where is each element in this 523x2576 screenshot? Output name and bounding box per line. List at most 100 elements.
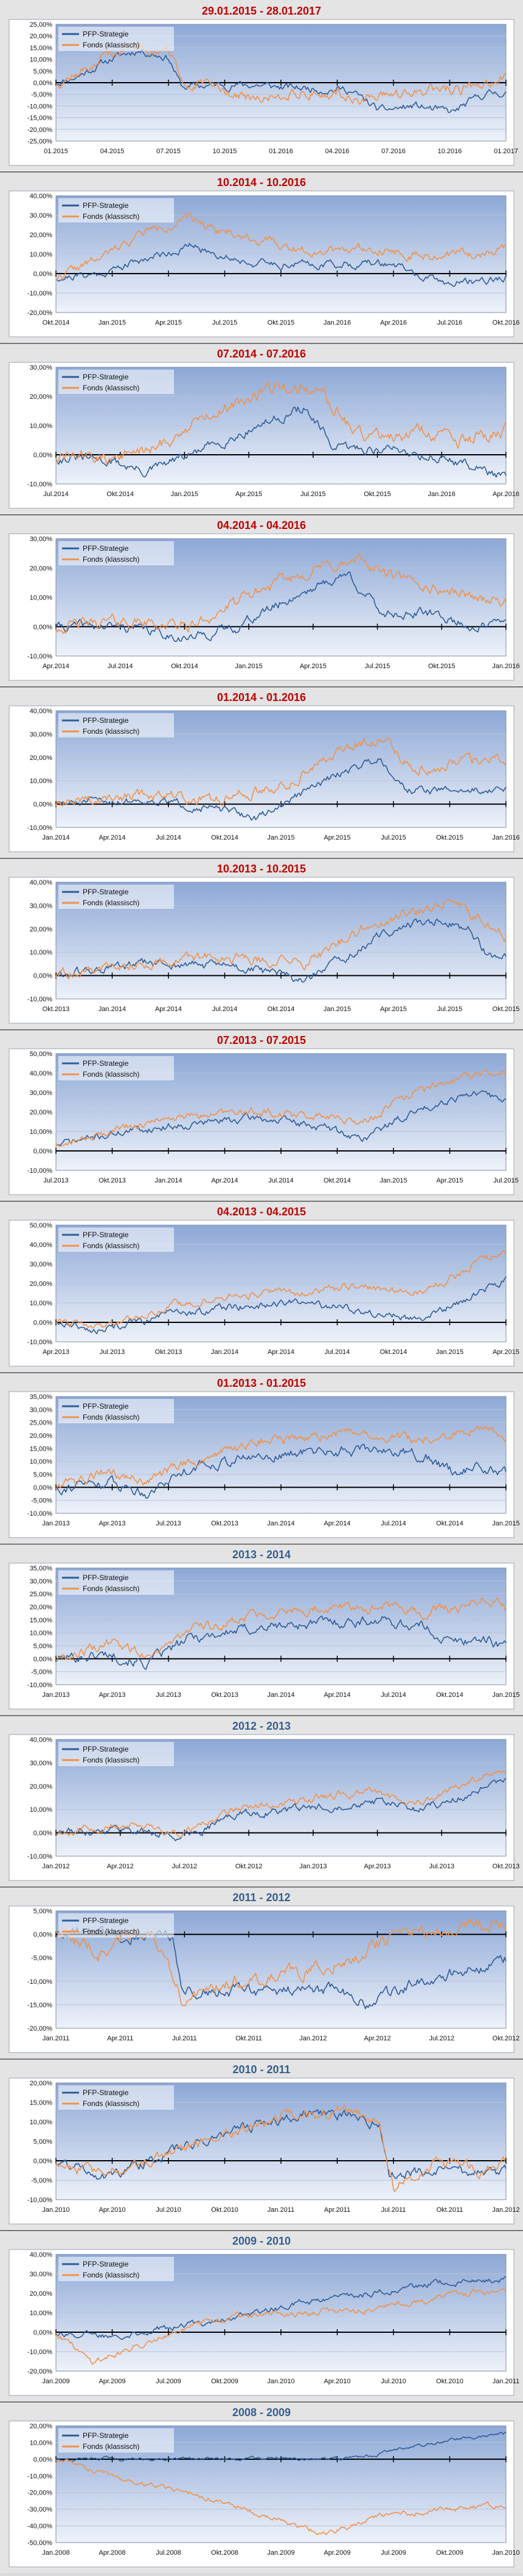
y-tick-label: -50,00% — [27, 2540, 52, 2547]
series-line — [55, 1770, 507, 1838]
x-tick-label: Okt.2015 — [436, 834, 463, 841]
chart-svg: 01.2013 - 01.2015 35,00% 30,00% 25,00% 20,00… — [0, 1372, 523, 1544]
y-tick-label: 5,00% — [33, 2138, 52, 2146]
x-tick-label: Jul.2015 — [381, 834, 406, 841]
chart-panel: 07.2014 - 07.2016 30,00% 20,00% 10,00% 0,00%… — [0, 342, 523, 514]
x-tick-label: Jan.2014 — [267, 1520, 294, 1527]
y-tick-label: -5,00% — [31, 1669, 52, 1676]
x-tick-label: Jan.2015 — [379, 1177, 407, 1184]
legend — [58, 1228, 174, 1252]
chart-title: 2013 - 2014 — [232, 1549, 291, 1561]
x-tick-label: Apr.2015 — [324, 834, 350, 841]
chart-panel: 10.2014 - 10.2016 40,00% 30,00% 20,00% 10,00… — [0, 171, 523, 343]
chart-title: 07.2014 - 07.2016 — [217, 348, 306, 360]
series-line — [55, 1778, 507, 1842]
chart-title: 01.2014 - 01.2016 — [217, 691, 306, 703]
chart-title: 10.2014 - 10.2016 — [217, 176, 306, 188]
chart-svg: 2013 - 2014 35,00% 30,00% 25,00% 20,00% 15,00… — [0, 1543, 523, 1715]
x-tick-label: Okt.2011 — [235, 2035, 262, 2042]
y-tick-label: -15,00% — [27, 2001, 52, 2009]
x-tick-label: 07.2016 — [381, 148, 406, 155]
legend-label: Fonds (klassisch) — [83, 2271, 139, 2279]
x-tick-label: Jan.2015 — [324, 1006, 351, 1013]
y-tick-label: 0,00% — [33, 2329, 52, 2336]
y-tick-label: 50,00% — [30, 1222, 53, 1229]
x-tick-label: Okt.2012 — [235, 1863, 263, 1870]
chart-title: 2008 - 2009 — [232, 2406, 291, 2419]
y-tick-label: 20,00% — [30, 1604, 53, 1611]
x-tick-label: Okt.2014 — [436, 1691, 463, 1699]
series-line — [55, 406, 507, 478]
x-tick-label: Apr.2015 — [436, 1177, 463, 1184]
x-tick-label: Jul.2010 — [156, 2206, 181, 2214]
legend — [58, 1913, 174, 1938]
series-line — [55, 2276, 507, 2340]
y-tick-label: -10,00% — [27, 824, 52, 832]
series-line — [55, 1597, 507, 1661]
chart-title: 29.01.2015 - 28.01.2017 — [202, 5, 321, 17]
x-tick-label: Okt.2016 — [493, 319, 520, 326]
x-tick-label: Okt.2010 — [211, 2206, 238, 2214]
y-tick-label: -15,00% — [27, 115, 52, 122]
y-tick-label: 10,00% — [30, 949, 53, 956]
series-line — [55, 2104, 507, 2192]
x-tick-label: Okt.2012 — [493, 2035, 520, 2042]
legend — [58, 541, 174, 565]
legend — [58, 198, 174, 223]
x-tick-label: Apr.2016 — [380, 319, 407, 326]
y-tick-label: 0,00% — [33, 1148, 52, 1155]
series-line — [55, 1090, 507, 1147]
series-line — [55, 382, 507, 464]
chart-panel: 2011 - 2012 5,00% 0,00% -5,00% -10,00% -15,00… — [0, 1886, 523, 2059]
x-tick-label: Okt.2009 — [211, 2378, 238, 2385]
x-tick-label: 01.2015 — [44, 148, 68, 155]
x-tick-label: Jan.2016 — [324, 319, 351, 326]
y-tick-label: 5,00% — [33, 68, 52, 75]
x-tick-label: Apr.2012 — [107, 1863, 134, 1870]
legend — [58, 2085, 174, 2110]
y-tick-label: 15,00% — [30, 44, 53, 52]
series-line — [55, 2431, 507, 2462]
legend-label: PFP-Strategie — [83, 1916, 129, 1925]
series-line — [55, 1069, 507, 1147]
chart-svg: 01.2014 - 01.2016 40,00% 30,00% 20,00% 10,00… — [0, 686, 523, 858]
x-tick-label: Apr.2013 — [99, 1691, 125, 1699]
legend-label: PFP-Strategie — [83, 1745, 129, 1753]
x-tick-label: Jan.2015 — [436, 1348, 463, 1356]
y-tick-label: 20,00% — [30, 1109, 53, 1116]
y-tick-label: 40,00% — [30, 1241, 53, 1249]
chart-svg: 07.2013 - 07.2015 50,00% 40,00% 30,00% 20,00… — [0, 1029, 523, 1201]
y-tick-label: 30,00% — [30, 1089, 53, 1097]
chart-panel: 01.2013 - 01.2015 35,00% 30,00% 25,00% 20,00… — [0, 1372, 523, 1544]
x-tick-label: Jul.2014 — [212, 1006, 238, 1013]
y-tick-label: -10,00% — [27, 1682, 52, 1689]
y-tick-label: 5,00% — [33, 1908, 52, 1915]
y-tick-label: 25,00% — [30, 21, 53, 29]
x-tick-label: Jan.2015 — [267, 834, 294, 841]
x-tick-label: Apr.2012 — [364, 2035, 391, 2042]
x-tick-label: Jul.2015 — [365, 663, 390, 670]
x-tick-label: Okt.2014 — [324, 1177, 351, 1184]
y-tick-label: 10,00% — [30, 1630, 53, 1637]
x-tick-label: Jul.2014 — [381, 1691, 406, 1699]
x-tick-label: Apr.2013 — [43, 1348, 69, 1356]
x-tick-label: Jul.2014 — [381, 1520, 406, 1527]
legend-label: PFP-Strategie — [83, 373, 129, 381]
x-tick-label: Jan.2011 — [43, 2035, 69, 2042]
chart-title: 07.2013 - 07.2015 — [217, 1034, 306, 1046]
x-tick-label: Jan.2009 — [42, 2378, 69, 2385]
legend-label: PFP-Strategie — [83, 2260, 129, 2268]
legend-label: PFP-Strategie — [83, 716, 129, 725]
y-tick-label: 30,00% — [30, 212, 53, 219]
chart-title: 2010 - 2011 — [232, 2063, 290, 2076]
x-tick-label: Apr.2014 — [155, 1006, 182, 1013]
x-tick-label: Jul.2013 — [43, 1177, 69, 1184]
chart-panel: 04.2014 - 04.2016 30,00% 20,00% 10,00% 0,00%… — [0, 514, 523, 686]
y-tick-label: -30,00% — [27, 2506, 52, 2513]
y-tick-label: 15,00% — [30, 2099, 53, 2107]
y-tick-label: 20,00% — [30, 33, 53, 40]
x-tick-label: Jan.2013 — [299, 1863, 327, 1870]
x-tick-label: Jan.2013 — [42, 1520, 69, 1527]
x-tick-label: 10.2016 — [438, 148, 462, 155]
